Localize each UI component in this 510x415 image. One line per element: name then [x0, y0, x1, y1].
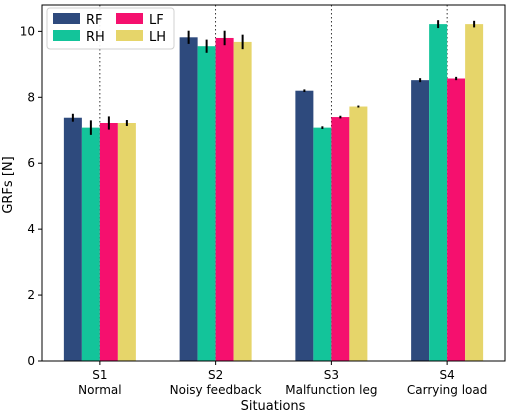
bar-rh: [313, 127, 332, 361]
legend-swatch-lf: [116, 13, 143, 24]
plot-frame: [41, 4, 506, 362]
bar-lf: [215, 37, 234, 362]
x-tick-label-code: S1: [92, 368, 107, 382]
bar-rf: [63, 117, 82, 361]
bar-lh: [117, 123, 136, 361]
legend-swatch-rh: [53, 30, 80, 41]
x-tick-label-name: Noisy feedback: [170, 383, 262, 397]
legend-label-rh: RH: [86, 30, 105, 45]
legend-label-lf: LF: [149, 13, 164, 28]
bar-lh: [233, 41, 252, 361]
y-tick-label: 0: [27, 354, 35, 368]
bar-rh: [81, 127, 100, 361]
x-axis-label: Situations: [241, 399, 306, 414]
y-axis-label: GRFs [N]: [1, 156, 16, 213]
y-tick-label: 4: [27, 222, 35, 236]
bar-rf: [295, 90, 314, 361]
legend-swatch-rf: [53, 13, 80, 24]
x-tick-label-name: Normal: [78, 383, 121, 397]
x-tick-label-name: Malfunction leg: [285, 383, 377, 397]
y-tick-label: 6: [27, 156, 35, 170]
x-tick-label-code: S4: [439, 368, 454, 382]
y-tick-label: 10: [20, 24, 35, 38]
error-bars-group: [71, 20, 476, 135]
bar-rh: [429, 24, 448, 361]
legend-label-rf: RF: [86, 13, 103, 28]
y-tick-label: 8: [27, 90, 35, 104]
legend-swatch-lh: [116, 30, 143, 41]
bar-lf: [331, 117, 350, 362]
bars-group: [63, 24, 484, 362]
bar-lh: [465, 24, 484, 361]
legend: RF RH LF LH: [46, 7, 175, 50]
y-axis: 0 2 4 6 8 10: [20, 24, 42, 368]
x-tick-label-name: Carrying load: [407, 383, 488, 397]
x-tick-label-code: S2: [208, 368, 223, 382]
bar-rh: [197, 46, 216, 361]
bar-rf: [411, 80, 430, 362]
bar-lf: [99, 123, 118, 361]
y-tick-label: 2: [27, 288, 35, 302]
x-tick-label-code: S3: [324, 368, 339, 382]
bar-rf: [179, 37, 198, 361]
bar-lf: [447, 78, 466, 361]
bar-lh: [349, 106, 368, 361]
legend-label-lh: LH: [149, 30, 166, 45]
